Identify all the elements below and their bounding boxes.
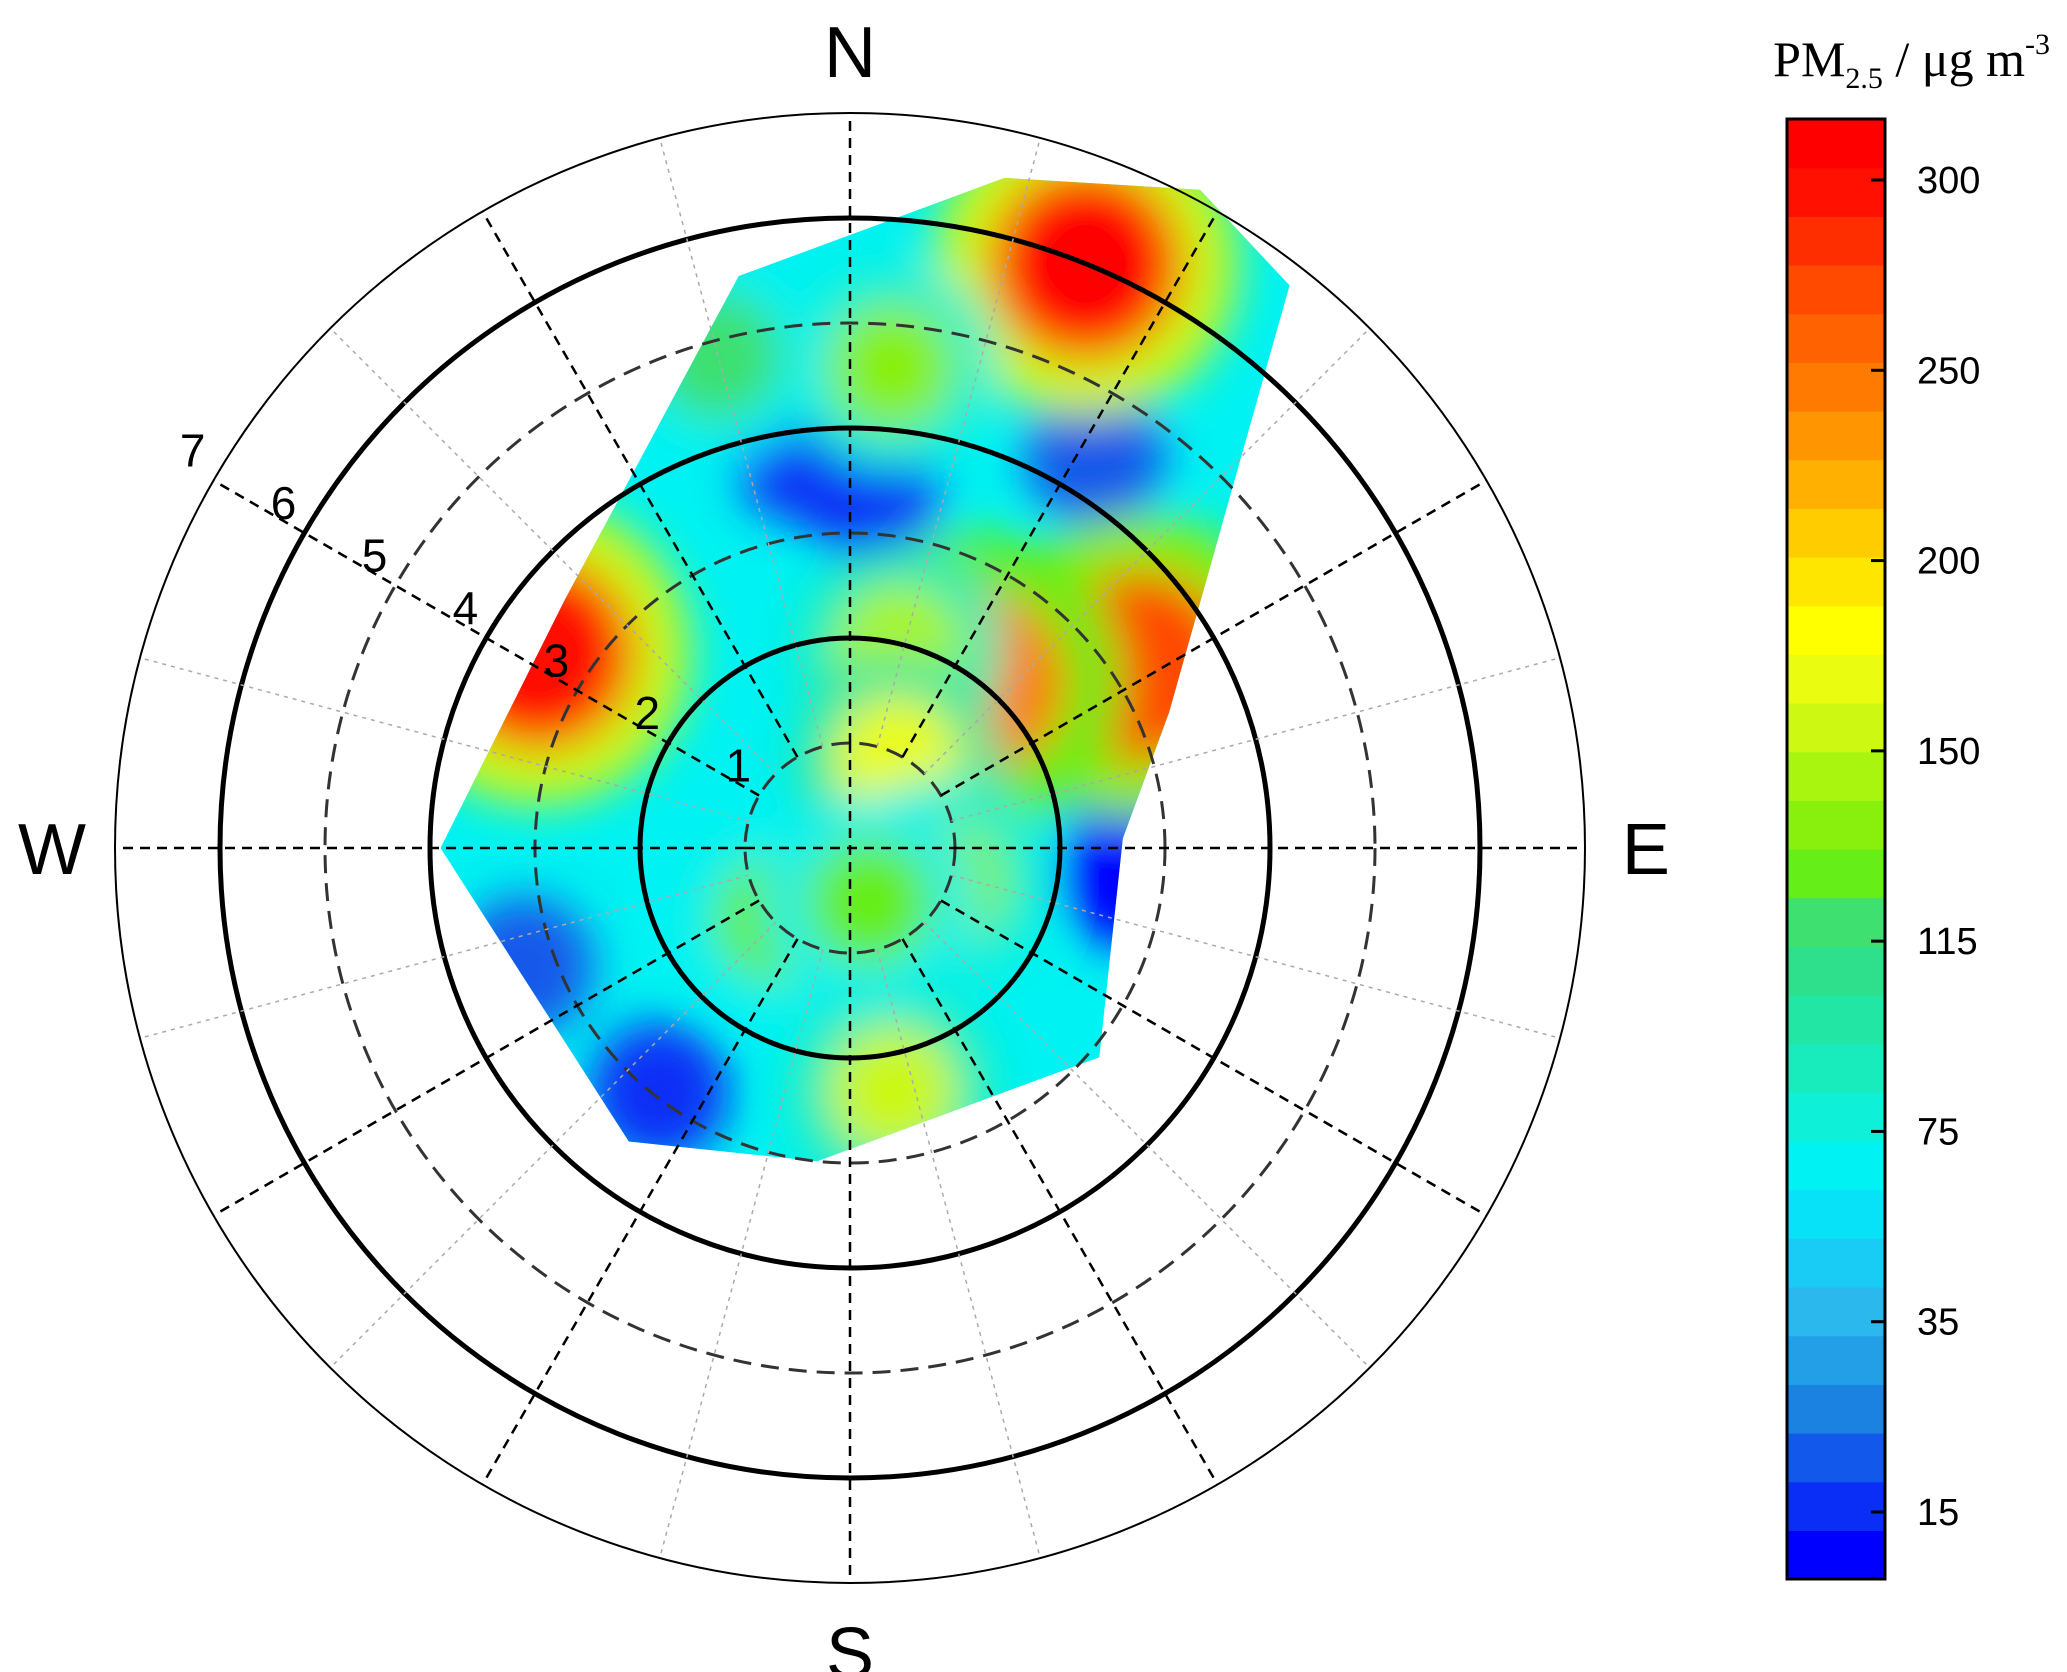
colorbar-band [1787,167,1885,217]
radial-tick-label: 5 [362,530,388,582]
colorbar-title-superscript: -3 [2025,28,2050,61]
colorbar-band [1787,508,1885,558]
colorbar-band [1787,1092,1885,1142]
major-spoke [940,899,1488,1217]
colorbar-frame [1785,117,1887,1581]
major-spoke [901,938,1219,1486]
colorbar-band [1787,703,1885,753]
colorbar-tick-label: 250 [1917,350,1980,392]
colorbar-title-base: PM [1773,31,1845,87]
minor-spoke [329,327,777,775]
colorbar-title-unit: / μg m [1883,31,2025,87]
colorbar-band [1787,1238,1885,1288]
hotspot-core [653,291,784,422]
colorbar-band [1787,119,1885,169]
colorbar-band [1787,1481,1885,1531]
colorbar-band [1787,654,1885,704]
colorbar-title-subscript: 2.5 [1845,62,1883,95]
colorbar-band [1787,1043,1885,1093]
colorbar-band [1787,557,1885,607]
colorbar-band [1787,313,1885,363]
minor-spoke [659,137,824,747]
major-spoke [940,479,1488,797]
colorbar-tick-label: 150 [1917,731,1980,773]
low-concentration-spot [454,896,595,1037]
colorbar-band [1787,1335,1885,1385]
minor-spoke [923,327,1371,775]
radial-tick-label: 3 [544,635,570,687]
colorbar-tick-label: 35 [1917,1302,1959,1344]
colorbar-band [1787,1384,1885,1434]
colorbar-band [1787,362,1885,412]
colorbar-title: PM2.5 / μg m-3 [1773,28,2050,95]
major-spoke [901,210,1219,758]
minor-spoke [951,874,1561,1039]
direction-spokes [115,113,1585,1583]
colorbar-bands [1787,119,1885,1580]
colorbar-band [1787,459,1885,509]
colorbar: 15 35 75 115 150 200 250 300 PM2.5 / μg m-3 [1773,28,2050,1581]
colorbar-band [1787,800,1885,850]
minor-spoke [923,921,1371,1369]
colorbar-band [1787,1141,1885,1191]
colorbar-tick-label: 75 [1917,1111,1959,1153]
radial-tick-label: 6 [271,477,297,529]
colorbar-band [1787,605,1885,655]
low-concentration-spot [1061,807,1202,948]
minor-spoke [876,137,1041,747]
colorbar-band [1787,265,1885,315]
colorbar-band [1787,849,1885,899]
colorbar-band [1787,411,1885,461]
colorbar-band [1787,751,1885,801]
colorbar-tick-label: 300 [1917,160,1980,202]
radial-tick-label: 2 [635,687,661,739]
grid-ring [323,321,1377,1375]
radial-tick-label: 1 [725,740,751,792]
colorbar-band [1787,1287,1885,1337]
colorbar-band [1787,946,1885,996]
low-concentration-spot [1024,386,1165,527]
compass-label-west: W [18,810,86,890]
radial-tick-labels: 1 2 3 4 5 6 7 [180,425,751,792]
compass-label-north: N [824,13,876,93]
hotspot-core [827,1026,958,1157]
low-concentration-spot [589,1022,730,1162]
colorbar-band [1787,1530,1885,1580]
colorbar-band [1787,995,1885,1045]
major-spoke [212,899,760,1217]
colorbar-band [1787,1433,1885,1483]
colorbar-band [1787,897,1885,947]
minor-spoke [876,949,1041,1559]
compass-label-east: E [1622,810,1670,890]
major-spoke [212,479,760,797]
minor-spoke [659,949,824,1559]
minor-spoke [951,657,1561,822]
major-spoke [481,210,799,758]
colorbar-tick-label: 115 [1917,921,1978,963]
radial-tick-label: 7 [180,425,206,477]
colorbar-tick-label: 200 [1917,541,1980,583]
colorbar-ticks: 15 35 75 115 150 200 250 300 [1871,160,1980,1534]
colorbar-band [1787,1189,1885,1239]
colorbar-tick-label: 15 [1917,1492,1959,1534]
radial-tick-label: 4 [453,582,479,634]
minor-spoke [329,921,777,1369]
hotspot-core [804,837,935,968]
grid-ring [217,215,1483,1481]
compass-label-south: S [826,1614,874,1672]
major-spoke [481,938,799,1486]
minor-spoke [139,874,749,1039]
colorbar-band [1787,216,1885,266]
minor-spoke [139,657,749,822]
hotspot-core [827,301,958,432]
